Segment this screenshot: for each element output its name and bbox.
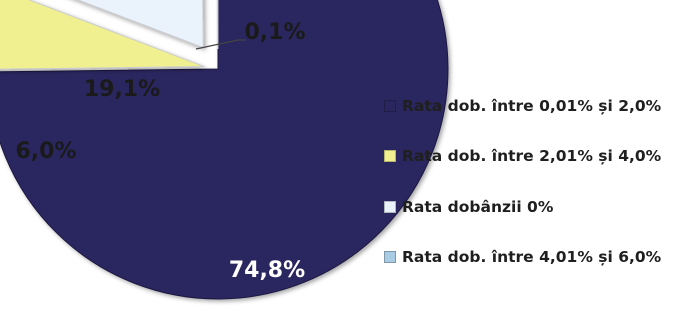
slice-label: 0,1%: [244, 20, 305, 45]
pie-slice: [76, 0, 204, 49]
slice-label: 19,1%: [84, 77, 160, 102]
legend-item: Rata dob. între 4,01% și 6,0%: [384, 244, 680, 271]
legend-swatch: [384, 251, 396, 263]
slice-label: 6,0%: [15, 139, 76, 164]
pie-slice: [217, 0, 219, 50]
legend-swatch: [384, 200, 396, 213]
legend-label: Rata dobânzii 0%: [402, 197, 554, 216]
legend-swatch: [384, 150, 396, 162]
slice-label: 74,8%: [229, 258, 305, 283]
leader-line: [195, 39, 246, 50]
pie-slice: [0, 0, 449, 300]
legend-label: Rata dob. între 4,01% și 6,0%: [402, 248, 662, 266]
legend-item: Rata dob. între 2,01% și 4,0%: [384, 143, 680, 170]
legend-item: Rata dob. între 0,01% și 2,0%: [384, 92, 680, 119]
legend-label: Rata dob. între 0,01% și 2,0%: [402, 96, 662, 115]
legend: Rata dob. între 0,01% și 2,0% Rata dob. …: [384, 92, 680, 294]
pie-slice: [0, 0, 205, 70]
legend-swatch: [384, 99, 396, 112]
legend-item: Rata dobânzii 0%: [384, 193, 680, 220]
legend-label: Rata dob. între 2,01% și 4,0%: [402, 147, 662, 165]
